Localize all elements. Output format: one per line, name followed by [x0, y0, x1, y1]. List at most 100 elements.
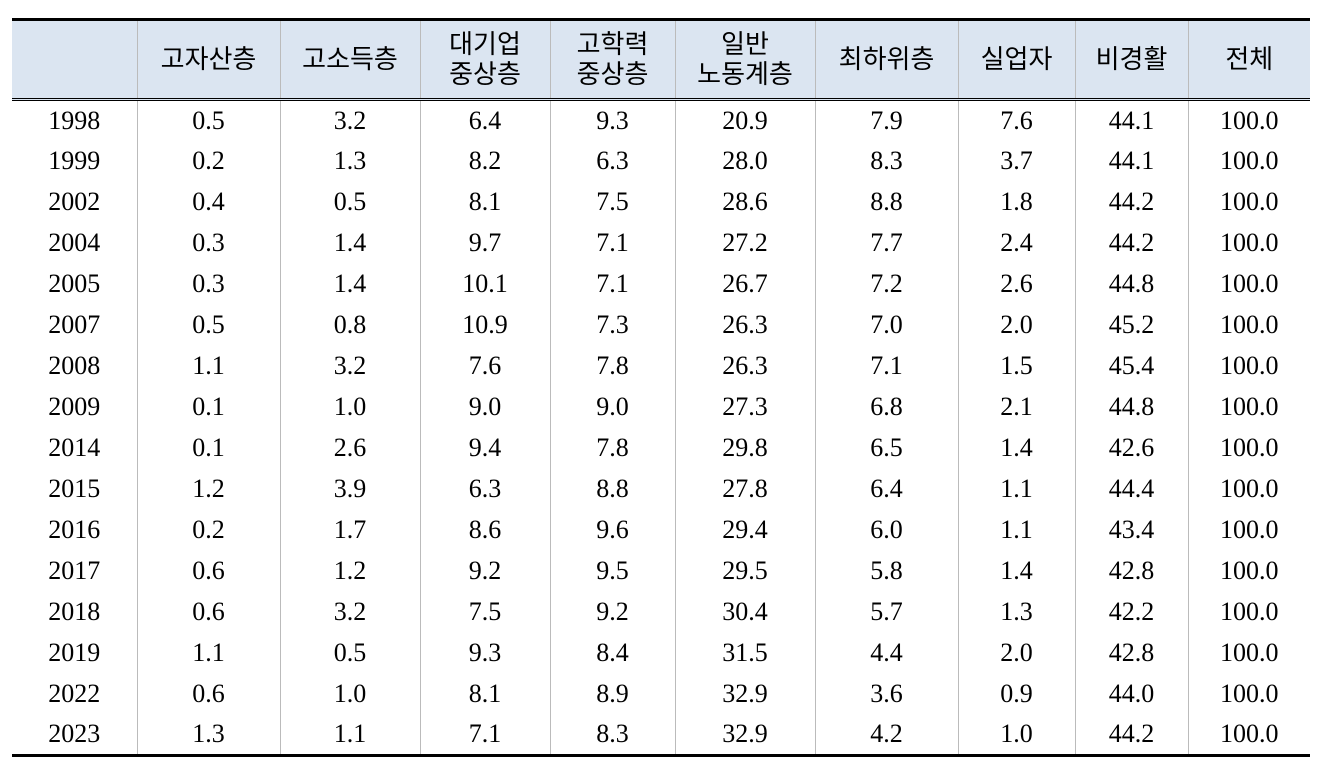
value-cell: 9.6: [549, 509, 676, 551]
value-cell: 43.4: [1074, 509, 1189, 551]
value-cell: 44.8: [1074, 386, 1189, 428]
value-cell: 3.6: [814, 673, 959, 715]
year-cell: 1998: [12, 99, 138, 141]
value-cell: 30.4: [674, 591, 816, 633]
table-row: 2018 0.6 3.2 7.5 9.2 30.4 5.7 1.3 42.2 100.0: [12, 591, 1310, 633]
value-cell: 4.4: [814, 632, 959, 674]
year-cell: 2004: [12, 222, 138, 264]
value-cell: 44.2: [1074, 714, 1189, 756]
value-cell: 9.3: [549, 99, 676, 141]
header-row: 고자산층 고소득층 대기업 중상층 고학력 중상층 일반 노동계층 최하위층 실업자 비경활 전…: [12, 19, 1310, 100]
value-cell: 1.5: [957, 345, 1076, 387]
year-cell: 2022: [12, 673, 138, 715]
value-cell: 28.6: [674, 181, 816, 223]
value-cell: 100.0: [1187, 99, 1310, 141]
year-cell: 2009: [12, 386, 138, 428]
data-table: 고자산층 고소득층 대기업 중상층 고학력 중상층 일반 노동계층 최하위층 실업자 비경활 전…: [12, 18, 1310, 757]
value-cell: 100.0: [1187, 550, 1310, 592]
value-cell: 0.2: [136, 140, 281, 182]
value-cell: 1.0: [279, 386, 421, 428]
value-cell: 42.8: [1074, 550, 1189, 592]
value-cell: 3.7: [957, 140, 1076, 182]
table-row: 2005 0.3 1.4 10.1 7.1 26.7 7.2 2.6 44.8 100.0: [12, 263, 1310, 305]
value-cell: 3.2: [279, 99, 421, 141]
value-cell: 100.0: [1187, 304, 1310, 346]
value-cell: 0.9: [957, 673, 1076, 715]
table-row: 2008 1.1 3.2 7.6 7.8 26.3 7.1 1.5 45.4 100.0: [12, 345, 1310, 387]
value-cell: 26.3: [674, 304, 816, 346]
table-row: 2002 0.4 0.5 8.1 7.5 28.6 8.8 1.8 44.2 100.0: [12, 181, 1310, 223]
table-row: 2023 1.3 1.1 7.1 8.3 32.9 4.2 1.0 44.2 100.0: [12, 714, 1310, 756]
value-cell: 7.0: [814, 304, 959, 346]
value-cell: 8.3: [814, 140, 959, 182]
value-cell: 1.1: [279, 714, 421, 756]
value-cell: 31.5: [674, 632, 816, 674]
value-cell: 44.4: [1074, 468, 1189, 510]
value-cell: 1.0: [279, 673, 421, 715]
column-header: 최하위층: [814, 19, 959, 100]
table-row: 1999 0.2 1.3 8.2 6.3 28.0 8.3 3.7 44.1 100.0: [12, 140, 1310, 182]
value-cell: 0.5: [279, 632, 421, 674]
value-cell: 8.4: [549, 632, 676, 674]
value-cell: 3.2: [279, 345, 421, 387]
year-cell: 2019: [12, 632, 138, 674]
value-cell: 28.0: [674, 140, 816, 182]
value-cell: 27.3: [674, 386, 816, 428]
value-cell: 8.1: [419, 673, 551, 715]
value-cell: 7.5: [549, 181, 676, 223]
value-cell: 27.8: [674, 468, 816, 510]
value-cell: 2.6: [279, 427, 421, 469]
value-cell: 1.1: [136, 345, 281, 387]
value-cell: 44.1: [1074, 140, 1189, 182]
value-cell: 7.6: [419, 345, 551, 387]
value-cell: 100.0: [1187, 468, 1310, 510]
value-cell: 42.2: [1074, 591, 1189, 633]
table-row: 2015 1.2 3.9 6.3 8.8 27.8 6.4 1.1 44.4 100.0: [12, 468, 1310, 510]
value-cell: 100.0: [1187, 632, 1310, 674]
value-cell: 5.7: [814, 591, 959, 633]
value-cell: 6.4: [419, 99, 551, 141]
value-cell: 7.1: [419, 714, 551, 756]
column-header: 비경활: [1074, 19, 1189, 100]
value-cell: 1.0: [957, 714, 1076, 756]
year-cell: 2008: [12, 345, 138, 387]
value-cell: 7.5: [419, 591, 551, 633]
value-cell: 0.1: [136, 427, 281, 469]
value-cell: 8.9: [549, 673, 676, 715]
value-cell: 32.9: [674, 673, 816, 715]
value-cell: 6.3: [549, 140, 676, 182]
value-cell: 1.3: [279, 140, 421, 182]
value-cell: 44.2: [1074, 181, 1189, 223]
year-cell: 1999: [12, 140, 138, 182]
value-cell: 100.0: [1187, 345, 1310, 387]
value-cell: 2.0: [957, 632, 1076, 674]
year-cell: 2014: [12, 427, 138, 469]
value-cell: 1.4: [957, 427, 1076, 469]
value-cell: 0.1: [136, 386, 281, 428]
value-cell: 26.7: [674, 263, 816, 305]
value-cell: 44.8: [1074, 263, 1189, 305]
value-cell: 0.6: [136, 673, 281, 715]
value-cell: 3.2: [279, 591, 421, 633]
value-cell: 9.4: [419, 427, 551, 469]
value-cell: 1.4: [279, 263, 421, 305]
value-cell: 8.8: [814, 181, 959, 223]
value-cell: 9.2: [419, 550, 551, 592]
value-cell: 1.3: [136, 714, 281, 756]
value-cell: 1.3: [957, 591, 1076, 633]
value-cell: 9.7: [419, 222, 551, 264]
value-cell: 7.9: [814, 99, 959, 141]
table-body: 1998 0.5 3.2 6.4 9.3 20.9 7.9 7.6 44.1 100.0 1999 0…: [12, 99, 1310, 756]
value-cell: 29.5: [674, 550, 816, 592]
value-cell: 1.8: [957, 181, 1076, 223]
year-cell: 2016: [12, 509, 138, 551]
value-cell: 44.0: [1074, 673, 1189, 715]
table-row: 2022 0.6 1.0 8.1 8.9 32.9 3.6 0.9 44.0 100.0: [12, 673, 1310, 715]
table-row: 2017 0.6 1.2 9.2 9.5 29.5 5.8 1.4 42.8 100.0: [12, 550, 1310, 592]
value-cell: 44.1: [1074, 99, 1189, 141]
value-cell: 1.7: [279, 509, 421, 551]
value-cell: 1.2: [279, 550, 421, 592]
value-cell: 9.0: [549, 386, 676, 428]
value-cell: 7.3: [549, 304, 676, 346]
value-cell: 7.2: [814, 263, 959, 305]
